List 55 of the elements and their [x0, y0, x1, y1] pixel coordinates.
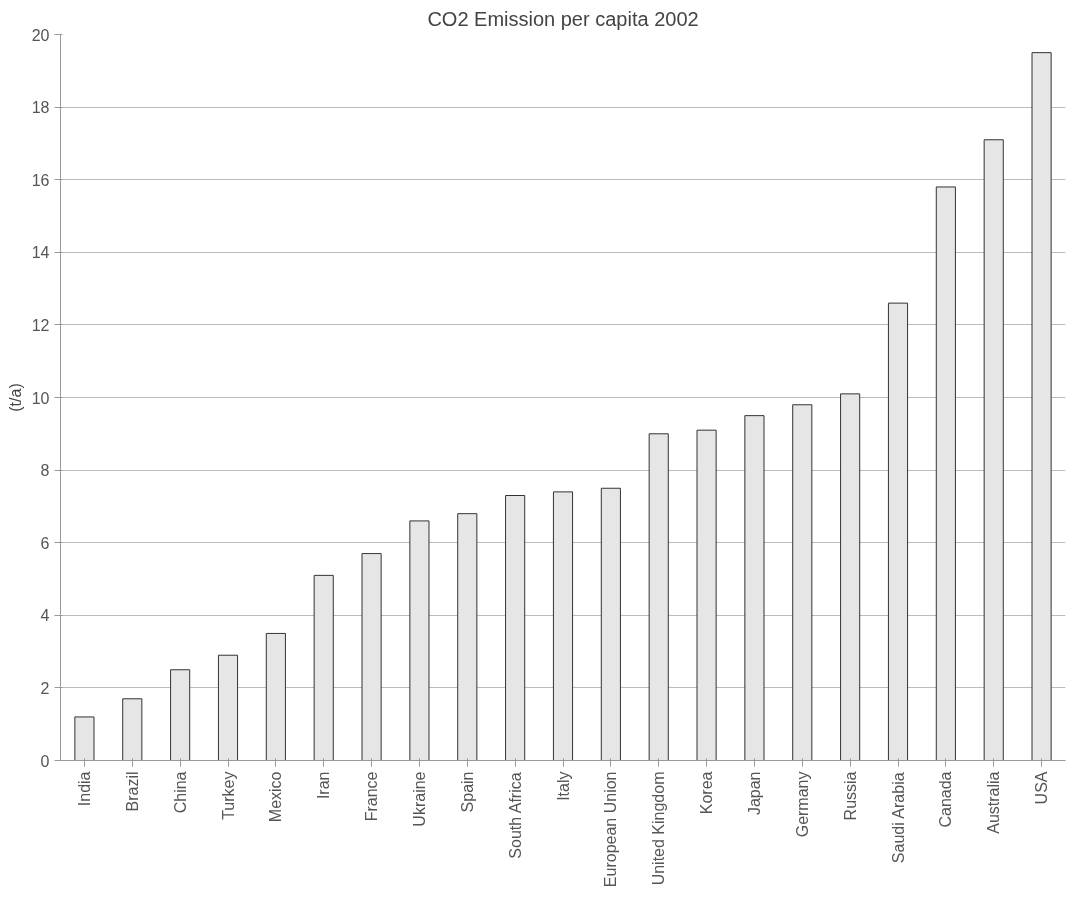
x-tick-label: European Union — [602, 771, 620, 888]
bar — [648, 433, 669, 761]
x-tick-label: USA — [1033, 771, 1051, 805]
y-tick-label: 8 — [40, 462, 50, 480]
x-tick-label: China — [171, 771, 189, 814]
bar — [552, 491, 574, 761]
x-tick-label: Mexico — [267, 771, 285, 823]
x-tick-label: Brazil — [123, 771, 141, 812]
bar — [744, 415, 765, 761]
bar — [792, 404, 813, 761]
y-tick-label: 4 — [40, 607, 50, 625]
bar — [457, 513, 478, 761]
y-tick-label: 18 — [31, 99, 50, 117]
bar — [313, 574, 334, 761]
y-tick-label: 6 — [40, 534, 50, 552]
x-tick-label: Spain — [458, 771, 476, 813]
y-tick-label: 10 — [31, 389, 50, 407]
bar — [409, 520, 430, 761]
bar — [361, 553, 382, 761]
bar — [696, 429, 717, 761]
x-tick-label: United Kingdom — [650, 771, 668, 886]
bar — [122, 698, 143, 761]
x-tick-label: South Africa — [506, 772, 524, 859]
x-tick-label: Canada — [937, 771, 955, 828]
bar — [840, 393, 861, 761]
bar — [983, 139, 1004, 761]
y-axis-title: (t/a) — [6, 383, 24, 412]
bar — [887, 302, 909, 761]
x-tick-label: Turkey — [219, 771, 237, 820]
bar — [1031, 52, 1052, 761]
x-tick-label: Italy — [554, 771, 572, 801]
y-tick-label: 0 — [40, 752, 50, 770]
bar — [74, 716, 95, 761]
y-tick-label: 14 — [31, 244, 50, 262]
x-tick-label: Iran — [315, 771, 333, 800]
bar — [265, 632, 286, 761]
x-tick-label: Russia — [841, 771, 859, 821]
x-tick-label: Germany — [793, 771, 811, 838]
chart-title: CO2 Emission per capita 2002 — [427, 7, 699, 30]
x-tick-label: France — [363, 771, 381, 822]
x-tick-label: India — [75, 771, 93, 807]
x-tick-label: Korea — [698, 771, 716, 815]
bar — [170, 669, 191, 761]
y-tick-label: 16 — [31, 171, 50, 189]
x-tick-label: Saudi Arabia — [889, 772, 907, 864]
x-tick-label: Ukraine — [410, 771, 428, 827]
y-tick-label: 20 — [31, 26, 50, 44]
y-tick-label: 2 — [40, 679, 50, 697]
x-tick-label: Japan — [745, 771, 763, 816]
bar — [600, 487, 621, 761]
bar — [505, 495, 526, 761]
y-tick-label: 12 — [31, 316, 50, 334]
x-tick-label: Australia — [985, 771, 1003, 834]
bar — [217, 654, 239, 761]
bar — [935, 186, 956, 761]
